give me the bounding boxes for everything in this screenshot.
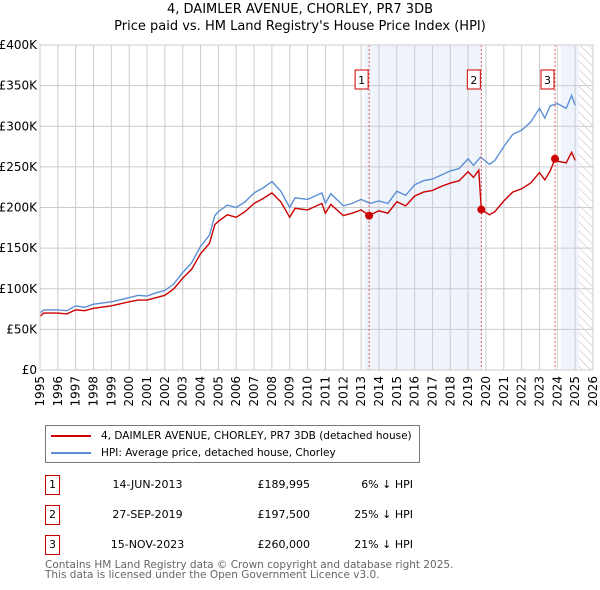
y-tick-label: £200K bbox=[0, 201, 38, 215]
x-tick-label: 2003 bbox=[176, 376, 190, 407]
legend-label-hpi: HPI: Average price, detached house, Chor… bbox=[101, 447, 336, 459]
x-tick-label: 2023 bbox=[532, 376, 546, 407]
y-tick-label: £50K bbox=[6, 322, 38, 336]
sale-label: 1 bbox=[358, 74, 365, 87]
x-tick-label: 2012 bbox=[336, 376, 350, 407]
x-tick-label: 2021 bbox=[497, 376, 511, 407]
sale-row: 1 14-JUN-2013 £189,995 6% ↓ HPI bbox=[45, 475, 445, 495]
x-tick-label: 2007 bbox=[247, 376, 261, 407]
x-tick-label: 2015 bbox=[390, 376, 404, 407]
y-tick-label: £100K bbox=[0, 282, 38, 296]
x-tick-label: 2025 bbox=[568, 376, 582, 407]
x-tick-label: 2002 bbox=[158, 376, 172, 407]
sale-price: £197,500 bbox=[257, 508, 311, 521]
x-tick-label: 1998 bbox=[87, 376, 101, 407]
x-tick-label: 2000 bbox=[122, 376, 136, 407]
plot-border bbox=[39, 44, 594, 371]
x-tick-label: 2019 bbox=[461, 376, 475, 407]
sale-date: 27-SEP-2019 bbox=[112, 508, 183, 521]
sale-date: 14-JUN-2013 bbox=[112, 478, 183, 491]
legend-swatch-property bbox=[51, 435, 91, 437]
chart-subtitle: Price paid vs. HM Land Registry's House … bbox=[114, 19, 486, 34]
y-tick-label: £350K bbox=[0, 79, 38, 93]
hpi-line bbox=[39, 93, 576, 314]
sale-date: 15-NOV-2023 bbox=[110, 538, 185, 551]
y-tick-label: £300K bbox=[0, 119, 38, 133]
footer: Contains HM Land Registry data © Crown c… bbox=[45, 559, 454, 581]
x-tick-label: 2006 bbox=[229, 376, 243, 407]
y-tick-label: £150K bbox=[0, 241, 38, 255]
sale-marker-box: 3 bbox=[45, 535, 60, 555]
x-tick-label: 2013 bbox=[354, 376, 368, 407]
x-tick-label: 2011 bbox=[318, 376, 332, 407]
sale-price: £189,995 bbox=[257, 478, 311, 491]
legend-swatch-hpi bbox=[51, 452, 91, 454]
x-tick-label: 2024 bbox=[550, 376, 564, 407]
x-tick-label: 2009 bbox=[283, 376, 297, 407]
sale-point bbox=[477, 205, 486, 214]
sale-marker-box: 1 bbox=[45, 475, 60, 495]
sale-label-box bbox=[540, 69, 555, 90]
y-tick-label: £0 bbox=[22, 363, 37, 377]
property-price-line bbox=[39, 150, 576, 317]
x-tick-label: 2016 bbox=[408, 376, 422, 407]
sale-point bbox=[551, 154, 560, 163]
x-tick-label: 2026 bbox=[586, 376, 600, 407]
footer-copyright: Contains HM Land Registry data © Crown c… bbox=[45, 559, 454, 571]
sale-row: 2 27-SEP-2019 £197,500 25% ↓ HPI bbox=[45, 505, 445, 525]
sale-row: 3 15-NOV-2023 £260,000 21% ↓ HPI bbox=[45, 535, 445, 555]
legend: 4, DAIMLER AVENUE, CHORLEY, PR7 3DB (det… bbox=[45, 425, 420, 463]
sale-point bbox=[365, 211, 374, 220]
x-tick-label: 2018 bbox=[443, 376, 457, 407]
sale-label-box bbox=[466, 69, 481, 90]
sale-marker-box: 2 bbox=[45, 505, 60, 525]
x-tick-label: 2017 bbox=[425, 376, 439, 407]
sale-hpi-diff: 6% ↓ HPI bbox=[361, 478, 413, 491]
y-tick-label: £400K bbox=[0, 38, 38, 52]
x-tick-label: 2005 bbox=[211, 376, 225, 407]
sale-price: £260,000 bbox=[257, 538, 311, 551]
x-tick-label: 2001 bbox=[140, 376, 154, 407]
x-tick-label: 2008 bbox=[265, 376, 279, 407]
sale-label: 2 bbox=[470, 74, 477, 87]
sale-label-box bbox=[354, 69, 369, 90]
x-tick-label: 1997 bbox=[69, 376, 83, 407]
plot-area: £0 £50K £100K £150K £200K £250K £300K £350K £400… bbox=[0, 38, 600, 407]
sale-label: 3 bbox=[544, 74, 551, 87]
legend-label-property: 4, DAIMLER AVENUE, CHORLEY, PR7 3DB (det… bbox=[101, 430, 412, 442]
x-tick-label: 1996 bbox=[51, 376, 65, 407]
x-tick-label: 1999 bbox=[104, 376, 118, 407]
sale-hpi-diff: 21% ↓ HPI bbox=[354, 538, 413, 551]
chart-title: 4, DAIMLER AVENUE, CHORLEY, PR7 3DB bbox=[166, 2, 434, 17]
footer-licence: This data is licensed under the Open Gov… bbox=[45, 569, 380, 581]
x-tick-label: 2020 bbox=[479, 376, 493, 407]
y-tick-label: £250K bbox=[0, 160, 38, 174]
x-tick-label: 1995 bbox=[33, 376, 47, 407]
sale-hpi-diff: 25% ↓ HPI bbox=[354, 508, 413, 521]
x-tick-label: 2014 bbox=[372, 376, 386, 407]
x-tick-label: 2022 bbox=[515, 376, 529, 407]
x-tick-label: 2004 bbox=[194, 376, 208, 407]
x-tick-label: 2010 bbox=[301, 376, 315, 407]
